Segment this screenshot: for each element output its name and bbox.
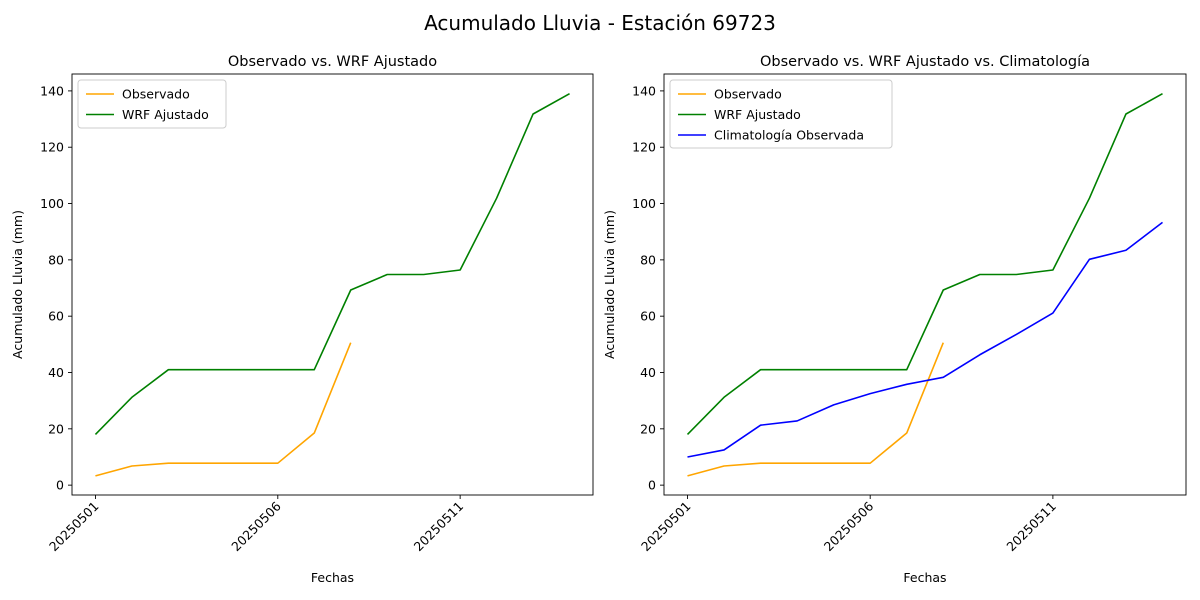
legend-box bbox=[669, 79, 893, 149]
legend-entry: Observado bbox=[714, 87, 782, 102]
legend-entry: Observado bbox=[122, 87, 190, 102]
y-tick-label: 140 bbox=[40, 83, 64, 98]
y-axis-label: Acumulado Lluvia (mm) bbox=[10, 210, 25, 359]
x-axis-label: Fechas bbox=[311, 570, 354, 585]
chart-panel-left: Observado vs. WRF Ajustado 0 20 40 60 80 100 12… bbox=[10, 54, 594, 585]
x-tick-label: 20250501 bbox=[46, 499, 102, 555]
legend-box bbox=[77, 79, 227, 129]
y-tick-label: 0 bbox=[648, 478, 656, 493]
y-tick-label: 100 bbox=[632, 196, 656, 211]
legend-entry: WRF Ajustado bbox=[122, 107, 209, 122]
y-tick-label: 0 bbox=[56, 478, 64, 493]
y-tick-label: 80 bbox=[48, 252, 64, 267]
x-axis-label: Fechas bbox=[903, 570, 946, 585]
y-tick-label: 60 bbox=[48, 309, 64, 324]
series-line-observado bbox=[687, 342, 945, 477]
chart-title: Observado vs. WRF Ajustado vs. Climatolo… bbox=[760, 54, 1090, 70]
legend-entry: WRF Ajustado bbox=[714, 107, 801, 122]
y-tick-label: 20 bbox=[48, 421, 64, 436]
series-line-observado bbox=[95, 342, 352, 477]
series-line-wrf-ajustado bbox=[94, 93, 570, 436]
y-tick-label: 40 bbox=[640, 365, 656, 380]
y-axis-label: Acumulado Lluvia (mm) bbox=[602, 210, 617, 359]
y-tick-label: 120 bbox=[632, 140, 656, 155]
series-line-wrf-ajustado bbox=[686, 93, 1163, 436]
x-tick-label: 20250501 bbox=[638, 499, 694, 555]
x-tick-label: 20250506 bbox=[228, 498, 284, 554]
x-tick-label: 20250511 bbox=[1003, 499, 1059, 555]
y-tick-label: 20 bbox=[640, 421, 656, 436]
chart-title: Observado vs. WRF Ajustado bbox=[228, 54, 437, 70]
plot-frame bbox=[71, 73, 594, 496]
figure-title: Acumulado Lluvia - Estación 69723 bbox=[424, 11, 776, 35]
y-tick-label: 100 bbox=[40, 196, 64, 211]
x-tick-label: 20250506 bbox=[821, 498, 877, 554]
y-tick-label: 60 bbox=[640, 309, 656, 324]
legend-entry: Climatología Observada bbox=[714, 128, 864, 143]
series-line-climatolog-a-observada bbox=[687, 221, 1163, 458]
y-tick-label: 40 bbox=[48, 365, 64, 380]
plot-frame bbox=[663, 73, 1187, 496]
y-tick-label: 80 bbox=[640, 252, 656, 267]
y-tick-label: 120 bbox=[40, 140, 64, 155]
y-tick-label: 140 bbox=[632, 83, 656, 98]
chart-panel-right: Observado vs. WRF Ajustado vs. Climatolo… bbox=[602, 54, 1187, 585]
x-tick-label: 20250511 bbox=[411, 499, 467, 555]
